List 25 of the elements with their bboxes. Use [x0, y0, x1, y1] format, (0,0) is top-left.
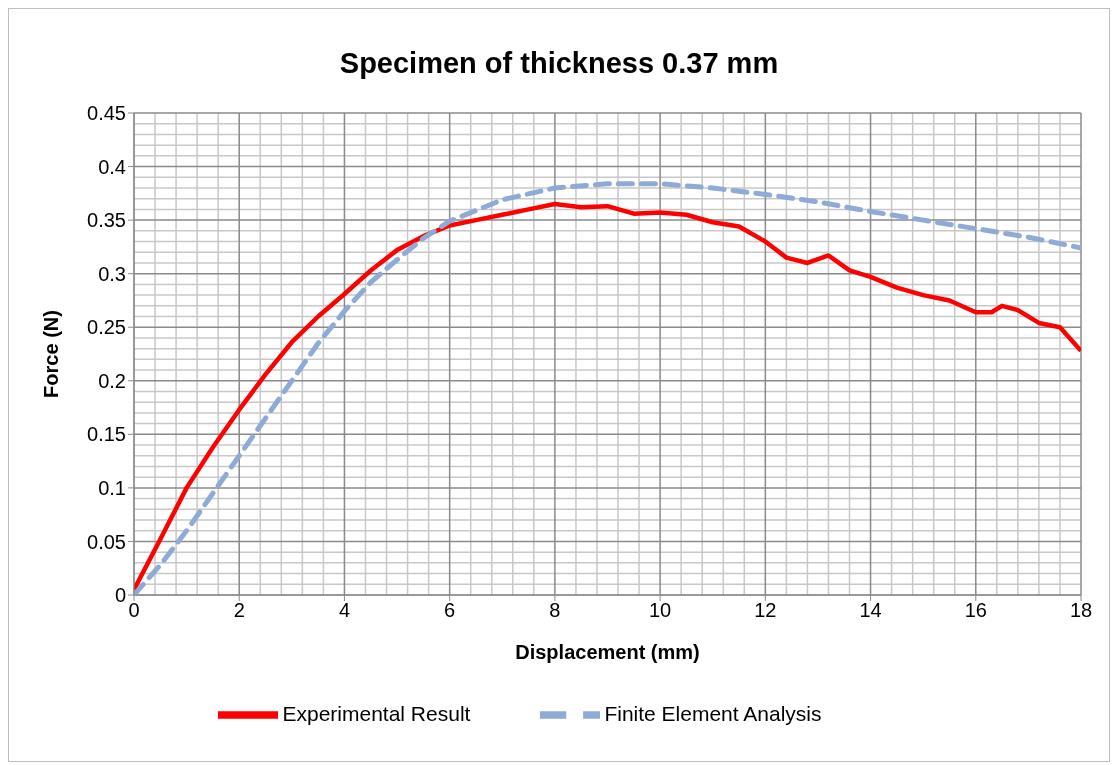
x-tick-label: 16 [964, 599, 987, 622]
y-tick-label: 0.45 [87, 102, 126, 125]
y-tick-label: 0.4 [98, 155, 126, 178]
x-tick-label: 12 [754, 599, 777, 622]
x-tick-label: 6 [444, 599, 456, 622]
legend-label: Finite Element Analysis [604, 701, 822, 725]
x-tick-label: 10 [648, 599, 672, 622]
chart-title: Specimen of thickness 0.37 mm [338, 47, 780, 80]
x-tick-label: 8 [549, 599, 561, 622]
y-tick-label: 0.3 [98, 262, 126, 285]
y-tick-label: 0.05 [87, 530, 126, 553]
y-axis-title: Force (N) [40, 310, 63, 398]
y-tick-label: 0.35 [87, 209, 126, 232]
x-tick-label: 0 [128, 599, 140, 622]
x-tick-label: 2 [233, 599, 245, 622]
x-tick-label: 18 [1069, 599, 1093, 622]
y-tick-label: 0.1 [98, 476, 126, 499]
legend-label: Experimental Result [282, 701, 471, 725]
x-tick-label: 4 [338, 599, 351, 622]
y-tick-label: 0 [114, 584, 126, 607]
y-tick-label: 0.15 [87, 423, 126, 446]
x-tick-label: 14 [859, 599, 882, 622]
y-tick-label: 0.2 [98, 369, 126, 392]
x-axis-title: Displacement (mm) [515, 641, 700, 663]
y-tick-label: 0.25 [87, 316, 126, 339]
